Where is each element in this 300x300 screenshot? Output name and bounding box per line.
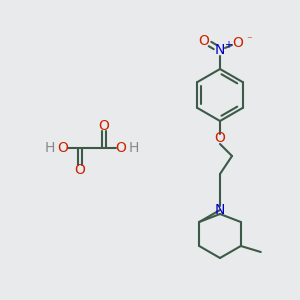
Text: N: N [215,203,225,217]
Text: H: H [129,141,139,155]
Text: O: O [75,163,86,177]
Text: O: O [232,36,243,50]
Text: ⁻: ⁻ [246,35,252,45]
Text: H: H [45,141,55,155]
Text: O: O [116,141,126,155]
Text: O: O [99,119,110,133]
Text: +: + [224,40,232,50]
Text: O: O [58,141,68,155]
Text: N: N [215,43,225,57]
Text: O: O [214,131,225,145]
Text: O: O [199,34,209,48]
